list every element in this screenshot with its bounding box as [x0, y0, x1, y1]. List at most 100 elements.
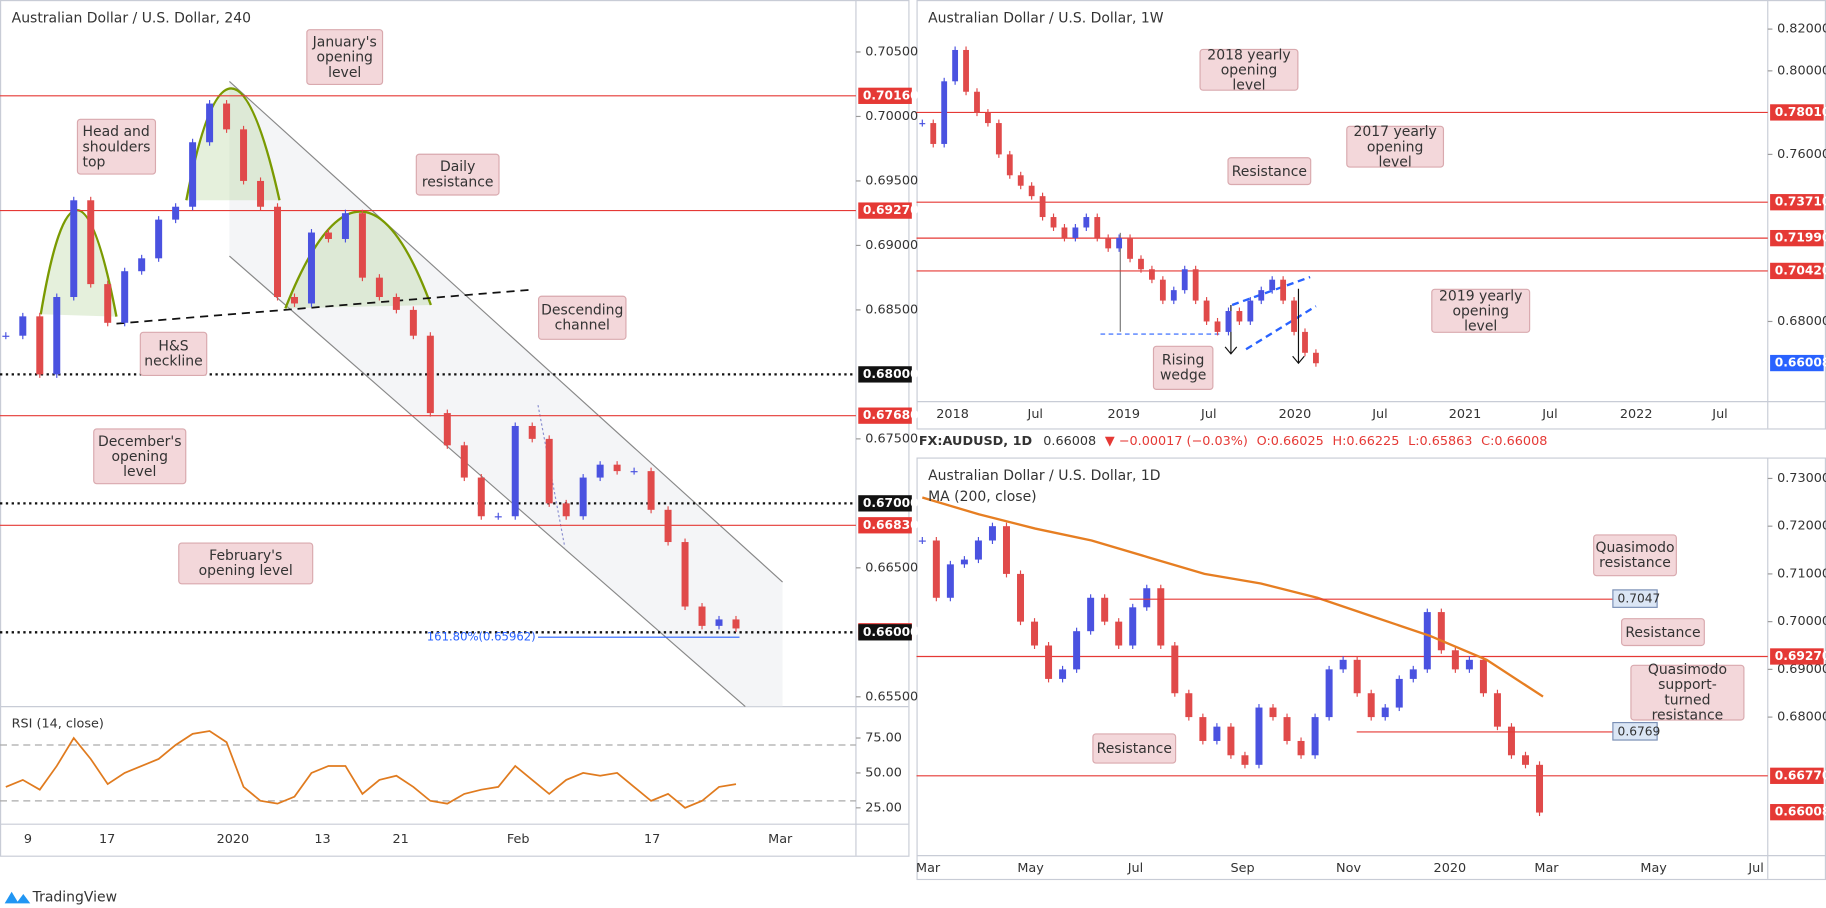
- candle: [1192, 269, 1199, 301]
- candle: [1311, 717, 1319, 756]
- low: L:0.65863: [1408, 434, 1472, 449]
- candle: [974, 91, 980, 113]
- x-tick-label: 2020: [1279, 407, 1312, 422]
- candle: [664, 509, 672, 543]
- candle: [1236, 311, 1243, 322]
- candle: [579, 477, 587, 517]
- candle: [1129, 607, 1137, 646]
- candle: [155, 219, 163, 259]
- y-tick-label: 0.67500: [865, 431, 918, 446]
- candle: [1225, 311, 1232, 332]
- candle: [1138, 258, 1144, 270]
- level-tag: [1770, 767, 1824, 784]
- level-tag: [858, 624, 912, 641]
- candle: [358, 213, 366, 278]
- candle: [1105, 237, 1112, 249]
- callout: December's opening level: [93, 428, 187, 485]
- candle: [974, 540, 982, 560]
- x-tick-label: 2018: [936, 407, 969, 422]
- candle: [1017, 175, 1024, 186]
- y-tick-label: 50.00: [865, 765, 902, 780]
- arrow: [1292, 288, 1305, 365]
- candle: [426, 335, 434, 414]
- candle: [596, 464, 604, 478]
- level-tag: [858, 87, 912, 104]
- panel-frame: [0, 0, 910, 857]
- candle: [443, 413, 451, 446]
- candle: [409, 309, 417, 336]
- candle: [1269, 279, 1276, 291]
- candle: [1465, 659, 1473, 670]
- candle: [1185, 693, 1193, 718]
- x-tick-label: Sep: [1230, 861, 1254, 876]
- ma-line: [921, 496, 1544, 698]
- level-tag-label: 0.66830: [863, 518, 919, 532]
- candle: [630, 471, 638, 473]
- wedge-line: [1245, 305, 1317, 351]
- change: ▼ −0.00017 (−0.03%): [1105, 434, 1248, 449]
- x-tick-label: 21: [392, 832, 408, 847]
- logo: [4, 891, 31, 904]
- level-tag-label: 0.69270: [1775, 649, 1826, 663]
- x-tick-label: Jul: [1371, 407, 1387, 422]
- candle: [1143, 588, 1151, 608]
- callout: Descending channel: [538, 295, 627, 340]
- candle: [1247, 300, 1254, 322]
- candle: [240, 129, 248, 181]
- candle: [1227, 726, 1235, 756]
- candle: [1059, 669, 1067, 679]
- candle: [919, 123, 926, 125]
- x-tick-label: Feb: [507, 832, 530, 847]
- x-tick-label: 9: [24, 832, 32, 847]
- open: O:0.66025: [1257, 434, 1324, 449]
- x-tick-label: Mar: [768, 832, 793, 847]
- y-tick-label: 0.82000: [1777, 22, 1826, 37]
- candle: [189, 142, 197, 207]
- candle: [1269, 707, 1277, 718]
- candle: [1381, 707, 1389, 718]
- callout: Resistance: [1092, 733, 1177, 764]
- callout: Quasimodo support-turned resistance: [1630, 662, 1745, 722]
- candle: [53, 297, 61, 375]
- candle: [1149, 269, 1155, 280]
- candle: [613, 464, 621, 472]
- candle: [1214, 321, 1221, 332]
- candle: [1073, 631, 1081, 670]
- symbol: FX:AUDUSD, 1D: [919, 434, 1032, 449]
- level-tag: [858, 407, 912, 424]
- candle: [2, 335, 10, 337]
- candle: [1115, 621, 1123, 646]
- projection-line: [537, 404, 566, 548]
- candle: [1522, 755, 1529, 765]
- channel-fill: [229, 81, 783, 707]
- candle: [1451, 650, 1459, 670]
- candle: [460, 445, 468, 478]
- candle: [1028, 185, 1035, 197]
- callout: Head and shoulders top: [76, 118, 157, 175]
- candle: [1045, 645, 1053, 679]
- x-tick-label: Nov: [1336, 861, 1361, 876]
- candle: [290, 297, 298, 304]
- candle: [1127, 237, 1133, 259]
- marked-tag-label: 0.7047: [1618, 592, 1661, 606]
- x-tick-label: 2020: [217, 832, 250, 847]
- callout: H&S neckline: [139, 331, 208, 377]
- candle: [1116, 237, 1123, 249]
- callout: 2017 yearly opening level: [1346, 123, 1445, 169]
- candle: [681, 542, 689, 607]
- level-tag: [1770, 648, 1824, 665]
- rsi-line: [5, 730, 737, 809]
- level-tag-label: 0.67000: [863, 496, 919, 510]
- panel-frame: [916, 0, 1826, 430]
- candle: [985, 112, 991, 124]
- candle: [1423, 612, 1431, 670]
- candle: [1006, 154, 1013, 176]
- candle: [1199, 717, 1207, 741]
- callout: February's opening level: [178, 542, 314, 585]
- candle: [1367, 693, 1375, 718]
- candle: [1255, 707, 1263, 765]
- level-tag: [1770, 194, 1824, 211]
- candle: [1002, 526, 1010, 574]
- candle: [1325, 669, 1333, 718]
- callout: Resistance: [1227, 157, 1312, 186]
